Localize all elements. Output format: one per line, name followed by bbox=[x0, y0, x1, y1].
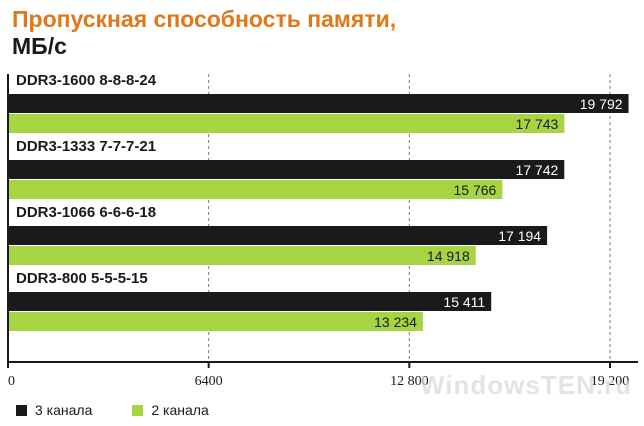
bar-2-channels bbox=[8, 114, 565, 133]
legend: 3 канала 2 канала bbox=[16, 402, 209, 418]
bar-3-channels bbox=[8, 94, 629, 113]
legend-item-2-channels: 2 канала bbox=[132, 402, 209, 418]
legend-swatch-2-channels bbox=[132, 404, 144, 416]
x-tick-label: 6400 bbox=[195, 374, 223, 389]
legend-swatch-3-channels bbox=[16, 404, 27, 416]
value-label: 15 411 bbox=[443, 294, 485, 310]
bar-2-channels bbox=[8, 180, 503, 199]
value-label: 13 234 bbox=[374, 314, 417, 330]
x-tick-label: 12 800 bbox=[390, 374, 429, 389]
value-label: 15 766 bbox=[454, 182, 497, 198]
chart-subtitle: МБ/с bbox=[12, 33, 67, 59]
value-label: 17 743 bbox=[515, 116, 558, 132]
category-label: DDR3-800 5-5-5-15 bbox=[16, 270, 148, 287]
category-label: DDR3-1600 8-8-8-24 bbox=[16, 72, 157, 89]
bar-3-channels bbox=[8, 226, 548, 245]
bar-2-channels bbox=[8, 312, 423, 331]
category-label: DDR3-1066 6-6-6-18 bbox=[16, 204, 156, 221]
legend-label-2-channels: 2 канала bbox=[151, 402, 209, 418]
x-tick-label: 19 200 bbox=[591, 374, 630, 389]
value-label: 19 792 bbox=[580, 96, 623, 112]
value-label: 17 742 bbox=[515, 162, 558, 178]
bar-3-channels bbox=[8, 160, 565, 179]
value-label: 14 918 bbox=[427, 248, 470, 264]
bar-2-channels bbox=[8, 246, 476, 265]
bar-3-channels bbox=[8, 292, 492, 311]
legend-label-3-channels: 3 канала bbox=[35, 402, 93, 418]
value-label: 17 194 bbox=[498, 228, 541, 244]
category-label: DDR3-1333 7-7-7-21 bbox=[16, 138, 156, 155]
legend-item-3-channels: 3 канала bbox=[16, 402, 92, 418]
chart-title: Пропускная способность памяти, bbox=[12, 6, 397, 32]
x-tick-label: 0 bbox=[8, 374, 15, 389]
